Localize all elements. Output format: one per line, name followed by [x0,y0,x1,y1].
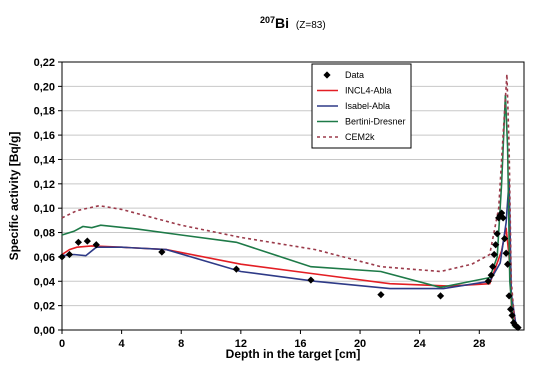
data-point [495,214,503,222]
x-tick-label: 8 [178,338,184,350]
x-axis-label: Depth in the target [cm] [226,347,361,361]
data-point [92,241,100,249]
data-point [492,241,500,249]
data-point [505,292,513,300]
y-tick-label: 0,20 [34,81,55,93]
series-line-incl4-abla [61,227,518,330]
series-lines [61,74,518,330]
series-line-cem2k [61,74,516,328]
y-tick-label: 0,12 [34,179,55,191]
legend-label: INCL4-Abla [345,86,392,96]
gridlines [62,61,524,307]
legend: Data INCL4-Abla Isabel-Abla Bertini-Dresner… [311,63,412,149]
title-subtitle: (Z=83) [296,20,326,31]
y-axis-ticks: 0,00 0,02 0,04 0,06 0,08 0,10 0,12 0,14 0,16 0,18… [34,57,62,337]
legend-label: CEM2k [345,132,375,142]
data-point [232,265,240,273]
data-point [484,277,492,285]
y-tick-label: 0,10 [34,203,55,215]
y-tick-label: 0,18 [34,106,55,118]
y-tick-label: 0,04 [34,276,56,288]
series-line-isabel-abla [61,180,518,329]
data-point [508,311,516,319]
data-markers [58,209,522,332]
data-point [514,323,522,332]
data-point [74,238,82,246]
legend-label: Bertini-Dresner [345,117,406,127]
data-point [502,249,510,257]
series-line-bertini-dresner [61,94,515,328]
data-point [307,276,315,284]
legend-label: Isabel-Abla [345,101,390,111]
data-point [493,230,501,238]
plot-area [61,61,525,331]
x-tick-label: 24 [414,338,427,350]
y-axis-label: Specific activity [Bq/g] [7,132,21,261]
y-tick-label: 0,06 [34,252,55,264]
data-point [490,250,498,259]
x-axis-ticks: 0 4 8 12 16 20 24 28 [59,330,485,350]
data-point [158,248,166,256]
data-point [83,237,91,245]
y-tick-label: 0,08 [34,228,55,240]
data-point [487,271,495,279]
y-tick-label: 0,22 [34,57,55,69]
y-tick-label: 0,02 [34,301,55,313]
x-tick-label: 20 [354,338,366,350]
x-tick-label: 0 [59,338,65,350]
title-mass-number: 207 [260,15,275,25]
chart-title: 207Bi (Z=83) [260,15,326,31]
x-tick-label: 28 [473,338,485,350]
data-point [377,291,385,299]
data-point [499,214,507,222]
data-point [489,263,497,271]
y-tick-label: 0,14 [34,154,56,166]
x-tick-label: 4 [119,338,126,350]
svg-text:207Bi (Z=83): 207Bi (Z=83) [260,15,326,31]
data-point [504,260,512,268]
data-point [436,292,445,300]
title-element: Bi [275,15,289,31]
y-tick-label: 0,16 [34,130,55,142]
data-point [506,305,515,313]
data-point [65,250,74,259]
legend-label: Data [345,70,364,80]
legend-marker-data [323,71,331,79]
data-point [501,235,509,243]
y-tick-label: 0,00 [34,325,55,337]
x-tick-label: 12 [235,338,247,350]
x-tick-label: 16 [294,338,306,350]
